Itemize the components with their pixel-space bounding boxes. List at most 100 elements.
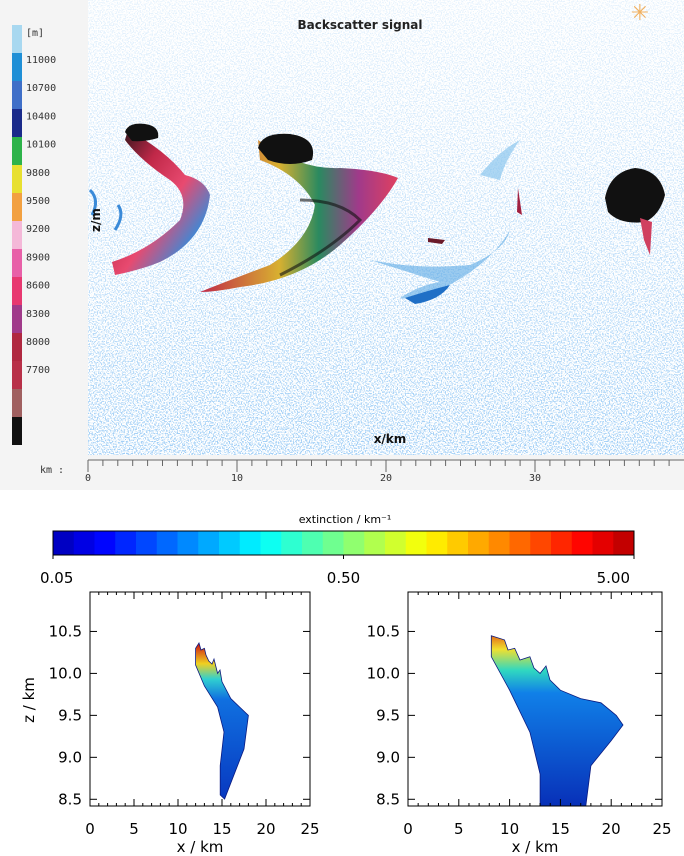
colorbar-segment xyxy=(136,531,158,555)
colorbar-segment xyxy=(302,531,324,555)
colorbar-segment xyxy=(405,531,427,555)
colorbar-segment xyxy=(115,531,137,555)
y-tick-label: 10.0 xyxy=(49,664,82,682)
x-tick-label: 25 xyxy=(300,820,319,838)
x-axis-label: x / km xyxy=(512,838,559,856)
colorbar-segment xyxy=(343,531,365,555)
colorbar-segment xyxy=(198,531,220,555)
scale-segment xyxy=(12,193,22,221)
cloud-field xyxy=(490,635,624,806)
y-tick-label: 10.0 xyxy=(367,664,400,682)
x-tick-label: 10 xyxy=(168,820,187,838)
cloud-field xyxy=(195,642,249,800)
y-tick-label: 8.5 xyxy=(58,790,82,808)
colorbar-tick-label: 0.05 xyxy=(40,569,73,587)
scale-label: 10700 xyxy=(26,83,56,94)
colorbar-segment xyxy=(613,531,635,555)
scale-segment xyxy=(12,53,22,81)
x-tick-label: 5 xyxy=(129,820,139,838)
colorbar-segment xyxy=(156,531,178,555)
y-tick-label: 10.5 xyxy=(49,622,82,640)
x-tick-label: 25 xyxy=(652,820,671,838)
x-tick-label: 20 xyxy=(602,820,621,838)
y-tick-label: 8.5 xyxy=(376,790,400,808)
x-tick-label: 0 xyxy=(85,820,95,838)
scale-label: 9200 xyxy=(26,224,50,235)
scale-label: 8900 xyxy=(26,252,50,263)
lidar-x-unit: km : xyxy=(40,465,64,476)
scale-label: 11000 xyxy=(26,55,56,66)
cloud-structures xyxy=(88,123,665,304)
colorbar-segment xyxy=(53,531,75,555)
scale-segment xyxy=(12,333,22,361)
y-tick-label: 9.0 xyxy=(376,748,400,766)
colorbar-segment xyxy=(488,531,510,555)
colorbar-segment xyxy=(364,531,386,555)
y-axis-label: z / km xyxy=(20,677,38,723)
colorbar-segment xyxy=(592,531,614,555)
y-tick-label: 9.5 xyxy=(376,706,400,724)
colorbar-segment xyxy=(177,531,199,555)
colorbar-segment xyxy=(551,531,573,555)
scale-label: 8300 xyxy=(26,309,50,320)
scale-label: 8600 xyxy=(26,281,50,292)
x-tick-label: 5 xyxy=(454,820,464,838)
scale-segment xyxy=(12,137,22,165)
panels: 0 5 10 15 20 25 8.5 9.0 9.5 10.0 10.5 x / km z / km 0… xyxy=(20,591,672,856)
scale-label: 10100 xyxy=(26,140,56,151)
scale-segment xyxy=(12,417,22,445)
colorbar-segment xyxy=(385,531,407,555)
x-tick-label: 10 xyxy=(500,820,519,838)
scale-label: 10400 xyxy=(26,111,56,122)
scale-segment xyxy=(12,81,22,109)
scale-segment xyxy=(12,221,22,249)
scale-label: 8000 xyxy=(26,337,50,348)
colorbar-tick-label: 0.50 xyxy=(327,569,360,587)
colorbar-title: extinction / km⁻¹ xyxy=(299,513,392,526)
lidar-x-label: x/km xyxy=(374,432,407,446)
x-tick-label: 20 xyxy=(380,473,392,484)
scale-unit: [m] xyxy=(26,28,44,39)
axes-frame xyxy=(407,591,663,807)
colorbar-segment xyxy=(73,531,95,555)
scale-segment xyxy=(12,109,22,137)
colorbar-segment xyxy=(94,531,116,555)
scale-label: 7700 xyxy=(26,365,50,376)
x-tick-label: 10 xyxy=(231,473,243,484)
colorbar-segment xyxy=(260,531,282,555)
colorbar-segment xyxy=(281,531,303,555)
colorbar-segment xyxy=(468,531,490,555)
colorbar-segment xyxy=(447,531,469,555)
scale-segment xyxy=(12,389,22,417)
colorbar-segment xyxy=(239,531,261,555)
scale-segment xyxy=(12,25,22,53)
x-tick-label: 15 xyxy=(551,820,570,838)
x-axis-label: x / km xyxy=(177,838,224,856)
scale-label: 9800 xyxy=(26,168,50,179)
colorbar-segment xyxy=(530,531,552,555)
x-tick-label: 0 xyxy=(85,473,91,484)
scale-segment xyxy=(12,249,22,277)
scale-label: 9500 xyxy=(26,196,50,207)
x-tick-label: 15 xyxy=(212,820,231,838)
x-tick-label: 30 xyxy=(529,473,541,484)
colorbar-segment xyxy=(322,531,344,555)
sun-icon: ✳ xyxy=(631,1,649,26)
y-tick-label: 10.5 xyxy=(367,622,400,640)
y-tick-label: 9.5 xyxy=(58,706,82,724)
colorbar-segment xyxy=(219,531,241,555)
colorbar-tick-label: 5.00 xyxy=(597,569,630,587)
axes-frame xyxy=(89,591,311,807)
colorbar xyxy=(53,531,635,555)
colorbar-segment xyxy=(509,531,531,555)
colorbar-segment xyxy=(571,531,593,555)
scale-segment xyxy=(12,277,22,305)
scale-segment xyxy=(12,361,22,389)
scale-segment xyxy=(12,305,22,333)
y-tick-label: 9.0 xyxy=(58,748,82,766)
x-tick-label: 0 xyxy=(403,820,413,838)
scale-segment xyxy=(12,165,22,193)
colorbar-segment xyxy=(426,531,448,555)
lidar-y-label: z/m xyxy=(89,208,103,232)
